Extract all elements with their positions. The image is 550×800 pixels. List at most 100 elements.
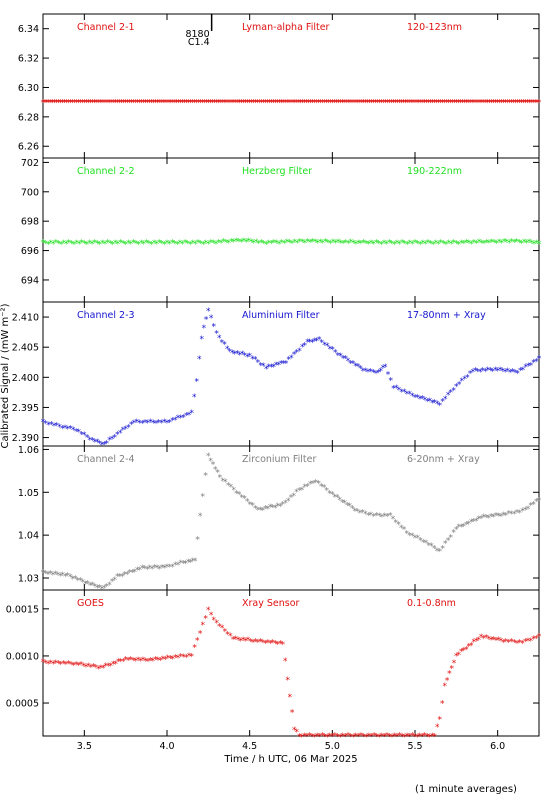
- data-point: *: [206, 240, 211, 250]
- data-point: *: [399, 388, 404, 398]
- data-point: *: [373, 99, 378, 109]
- data-point: *: [338, 496, 343, 506]
- data-point: *: [504, 238, 509, 248]
- data-point: *: [449, 664, 454, 674]
- data-point: *: [145, 99, 150, 109]
- data-point: *: [476, 636, 481, 646]
- data-point: *: [143, 418, 148, 428]
- panel-channel-label: GOES: [77, 598, 104, 609]
- data-point: *: [527, 99, 532, 109]
- data-point: *: [214, 240, 219, 250]
- data-point: *: [56, 660, 61, 670]
- data-point: *: [444, 99, 449, 109]
- x-tick-label: 4.0: [159, 741, 174, 752]
- panel-channel-label: Channel 2-3: [77, 310, 135, 321]
- data-point: *: [234, 99, 239, 109]
- data-point: *: [118, 573, 123, 583]
- data-point: *: [308, 480, 313, 490]
- data-point: *: [181, 559, 186, 569]
- data-point: *: [299, 99, 304, 109]
- data-point: *: [80, 99, 85, 109]
- data-point: *: [232, 238, 237, 248]
- data-point: *: [129, 99, 134, 109]
- data-point: *: [113, 239, 118, 249]
- data-point: *: [503, 99, 508, 109]
- data-point: *: [418, 395, 423, 405]
- data-point: *: [477, 238, 482, 248]
- data-point: *: [242, 99, 247, 109]
- data-point: *: [277, 240, 282, 250]
- data-point: *: [454, 99, 459, 109]
- data-point: *: [323, 238, 328, 248]
- footnote-text: (1 minute averages): [415, 784, 517, 795]
- data-point: *: [358, 509, 363, 519]
- data-point: *: [203, 615, 208, 625]
- data-point: *: [534, 239, 539, 249]
- data-point: *: [314, 479, 319, 489]
- data-point: *: [300, 343, 305, 353]
- data-point: *: [483, 367, 488, 377]
- data-point: *: [392, 240, 397, 250]
- data-point: *: [330, 733, 335, 743]
- data-point: *: [363, 367, 368, 377]
- data-point: *: [272, 238, 277, 248]
- data-point: *: [82, 240, 87, 250]
- data-point: *: [198, 99, 203, 109]
- data-point: *: [178, 239, 183, 249]
- data-point: *: [218, 99, 223, 109]
- data-point: *: [341, 240, 346, 250]
- data-point: *: [214, 619, 219, 629]
- data-point: *: [360, 99, 365, 109]
- data-point: *: [416, 534, 421, 544]
- data-point: *: [457, 523, 462, 533]
- data-point: *: [259, 238, 264, 248]
- data-point: *: [275, 99, 280, 109]
- panel-range-label: 120-123nm: [407, 22, 462, 33]
- data-point: *: [273, 99, 278, 109]
- data-point: *: [385, 513, 390, 523]
- data-point: *: [285, 99, 290, 109]
- data-point: *: [41, 99, 46, 109]
- data-point: *: [157, 239, 162, 249]
- data-point: *: [418, 536, 423, 546]
- data-point: *: [192, 644, 197, 654]
- data-point: *: [186, 99, 191, 109]
- data-point: *: [396, 520, 401, 530]
- data-point: *: [440, 99, 445, 109]
- data-point: *: [391, 515, 396, 525]
- data-point: *: [505, 367, 510, 377]
- data-point: *: [278, 502, 283, 512]
- data-point: *: [279, 99, 284, 109]
- data-point: *: [220, 338, 225, 348]
- data-point: *: [535, 99, 540, 109]
- data-point: *: [169, 99, 174, 109]
- data-point: *: [268, 503, 273, 513]
- data-point: *: [496, 636, 501, 646]
- data-point: *: [300, 733, 305, 743]
- data-point: *: [226, 99, 231, 109]
- data-point: *: [255, 99, 260, 109]
- data-point: *: [318, 238, 323, 248]
- data-point: *: [387, 99, 392, 109]
- data-point: *: [281, 359, 286, 369]
- data-point: *: [474, 99, 479, 109]
- data-point: *: [415, 240, 420, 250]
- data-point: *: [209, 314, 214, 324]
- data-point: *: [41, 239, 46, 249]
- data-point: *: [41, 418, 46, 428]
- data-point: *: [271, 504, 276, 514]
- data-point: *: [231, 486, 236, 496]
- data-point: *: [233, 350, 238, 360]
- data-point: *: [446, 239, 451, 249]
- data-point: *: [158, 657, 163, 667]
- data-point: *: [243, 99, 248, 109]
- data-point: *: [256, 639, 261, 649]
- data-point: *: [192, 393, 197, 403]
- data-point: *: [303, 483, 308, 493]
- data-point: *: [193, 557, 198, 567]
- data-point: *: [421, 539, 426, 549]
- data-point: *: [198, 240, 203, 250]
- data-point: *: [514, 237, 519, 247]
- data-point: *: [237, 351, 242, 361]
- data-point: *: [397, 732, 402, 742]
